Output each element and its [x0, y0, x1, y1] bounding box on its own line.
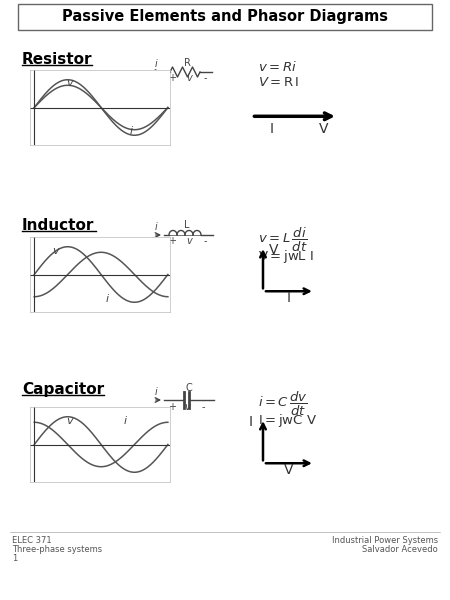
Text: v: v	[184, 402, 190, 412]
Text: +: +	[168, 402, 176, 412]
Text: Three-phase systems: Three-phase systems	[12, 545, 102, 554]
Text: v: v	[66, 79, 72, 88]
Text: v: v	[186, 73, 192, 83]
Text: C: C	[186, 383, 193, 393]
Text: $\mathrm{I = jwC\ V}$: $\mathrm{I = jwC\ V}$	[258, 412, 317, 429]
Text: ELEC 371: ELEC 371	[12, 536, 52, 545]
Text: +: +	[168, 236, 176, 246]
Text: i: i	[129, 127, 132, 136]
Text: Capacitor: Capacitor	[22, 382, 104, 397]
Text: $\mathrm{V = jwL\ I}$: $\mathrm{V = jwL\ I}$	[258, 248, 314, 265]
Text: $v = Ri$: $v = Ri$	[258, 60, 297, 74]
Text: i: i	[155, 222, 158, 232]
Text: $v = L\,\dfrac{di}{dt}$: $v = L\,\dfrac{di}{dt}$	[258, 226, 308, 254]
Text: V: V	[269, 243, 278, 257]
Text: L: L	[184, 220, 189, 230]
Text: Industrial Power Systems: Industrial Power Systems	[332, 536, 438, 545]
Text: -: -	[204, 73, 207, 83]
Text: V: V	[284, 463, 293, 478]
Text: V: V	[319, 122, 328, 136]
Text: -: -	[204, 236, 207, 246]
Text: Inductor: Inductor	[22, 218, 94, 233]
Text: Passive Elements and Phasor Diagrams: Passive Elements and Phasor Diagrams	[62, 10, 388, 25]
Text: Salvador Acevedo: Salvador Acevedo	[362, 545, 438, 554]
Text: i: i	[155, 387, 158, 397]
Text: I: I	[270, 122, 274, 136]
Text: I: I	[287, 292, 291, 305]
Text: Resistor: Resistor	[22, 52, 93, 67]
Text: i: i	[105, 293, 108, 304]
Text: I: I	[248, 415, 252, 429]
Text: 1: 1	[12, 554, 17, 563]
Text: $i = C\,\dfrac{dv}{dt}$: $i = C\,\dfrac{dv}{dt}$	[258, 390, 308, 418]
Text: i: i	[124, 415, 127, 425]
Text: -: -	[202, 402, 206, 412]
Text: +: +	[168, 73, 176, 83]
Text: i: i	[155, 59, 158, 69]
Text: $V = \mathrm{R\,I}$: $V = \mathrm{R\,I}$	[258, 76, 299, 89]
Text: R: R	[184, 58, 191, 68]
FancyBboxPatch shape	[18, 4, 432, 30]
Text: v: v	[186, 236, 192, 246]
Text: v: v	[66, 415, 72, 425]
Text: v: v	[52, 245, 58, 256]
